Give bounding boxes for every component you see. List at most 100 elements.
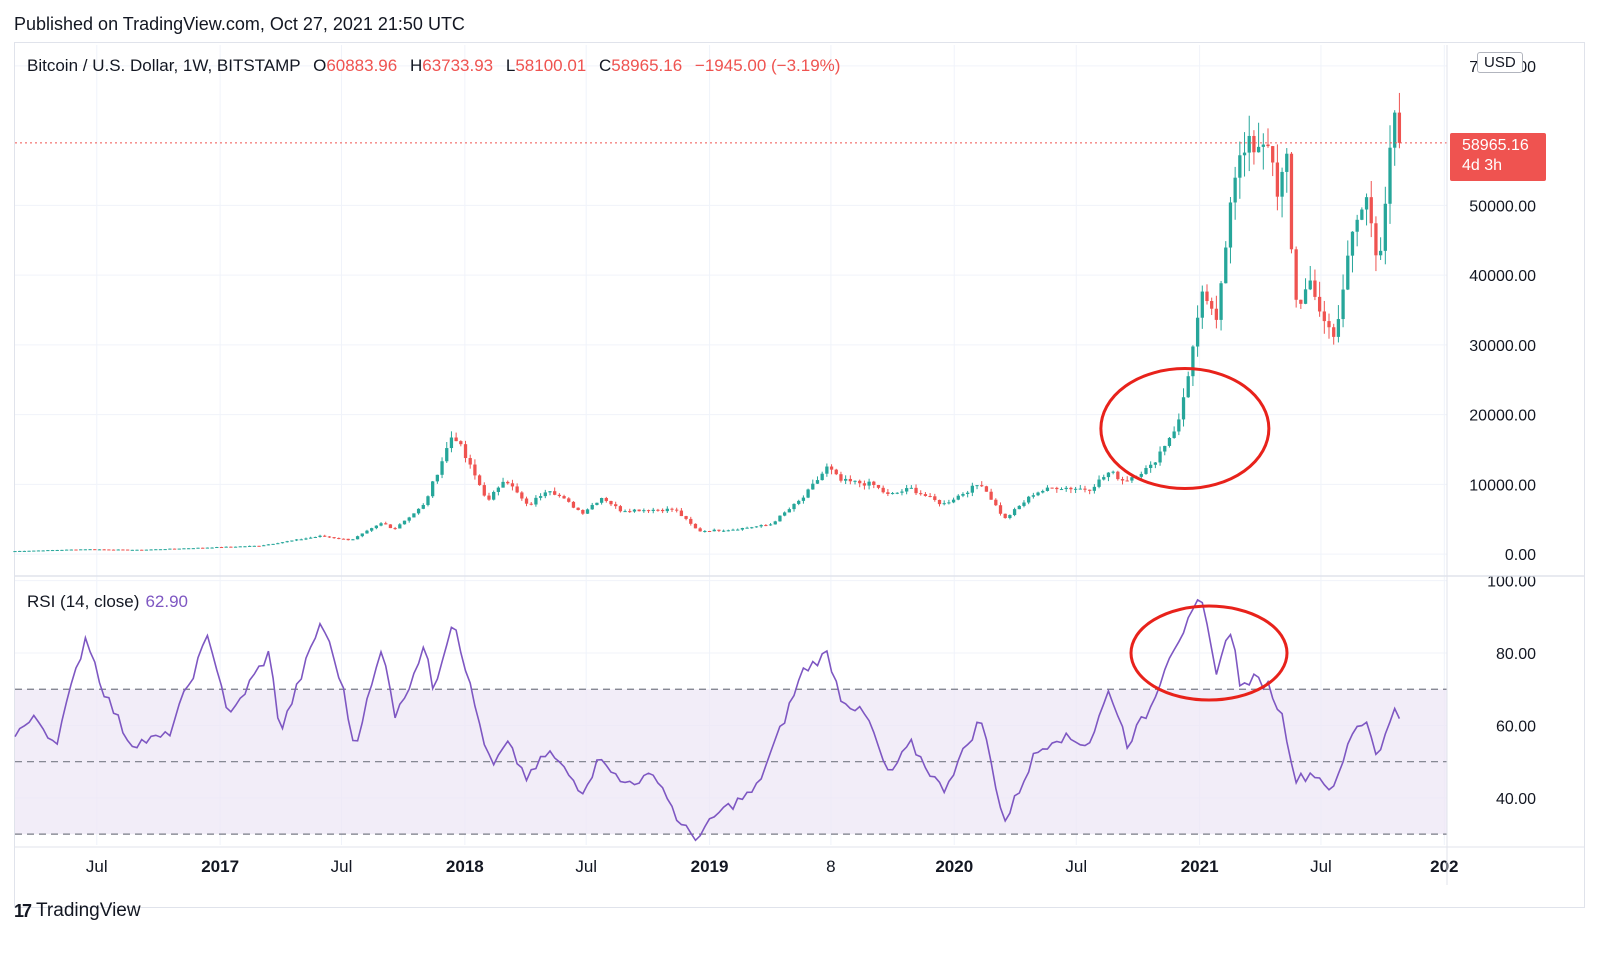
candle-body [36,550,41,552]
candle-body [834,469,838,475]
candle-body [327,536,332,538]
candle-body [1191,346,1195,377]
candle-body [951,499,956,503]
candle-body [1355,219,1359,232]
candle-body [646,510,651,512]
candle-body [13,551,17,553]
candle-body [1130,477,1134,481]
candle-body [919,493,923,495]
price-tick-label: 20000.00 [1469,408,1536,425]
candle-body [520,492,524,499]
candle-body [1003,513,1007,519]
candle-body [1285,153,1289,172]
candle-body [294,539,299,541]
candle-body [393,528,397,530]
candle-body [1280,171,1284,197]
candle-body [318,535,322,537]
candle-body [1252,135,1256,153]
candle-countdown: 4d 3h [1462,157,1503,174]
candle-body [843,478,848,481]
candle-body [961,493,965,496]
price-tick-label: 40000.00 [1469,268,1536,285]
candle-body [1313,280,1317,297]
candle-body [83,549,88,551]
candle-body [1256,146,1261,153]
rsi-series-line [14,598,1401,842]
candle-body [229,546,233,548]
candle-body [323,535,327,537]
candle-body [538,496,543,498]
candle-body [1073,488,1078,490]
candle-body [1271,146,1275,163]
candle-body [1378,250,1383,256]
candle-body [707,531,712,533]
candle-body [215,547,219,549]
candle-body [201,547,205,549]
candle-body [595,502,599,505]
candle-body [379,523,383,526]
candle-body [252,545,256,547]
candle-body [1149,464,1153,468]
candle-body [111,549,116,551]
candle-body [623,511,627,513]
candle-body [829,466,834,470]
candle-body [468,458,472,465]
candle-body [257,545,261,547]
candle-body [496,487,501,492]
candle-body [1172,431,1176,438]
candle-body [534,497,538,505]
candle-body [689,518,693,524]
candle-body [135,549,139,551]
candle-body [1022,502,1026,506]
x-tick-label: 8 [826,857,835,876]
candle-body [107,549,111,551]
candle-body [1242,152,1247,156]
currency-badge[interactable]: USD [1477,52,1523,73]
candle-body [651,509,655,511]
candle-body [1116,471,1120,480]
candle-body [309,537,313,539]
candle-body [276,543,280,545]
candle-body [1360,209,1364,220]
candle-body [1036,492,1040,496]
candle-body [736,529,740,531]
candle-body [440,461,444,475]
candle-body [18,550,22,552]
candle-body [271,543,275,545]
candle-body [1097,479,1101,487]
candle-body [1397,112,1402,143]
candle-body [154,549,158,551]
candle-body [384,523,388,525]
candle-body [923,494,928,497]
candle-body [1350,231,1355,256]
candle-body [22,550,27,552]
candle-body [989,491,993,500]
candle-body [121,549,125,551]
candle-body [1275,162,1280,197]
candle-body [398,524,402,529]
candle-body [487,495,491,500]
candle-body [290,540,294,542]
candle-body [1163,445,1167,452]
candle-body [102,549,106,551]
candle-body [900,491,904,493]
annotation-layer [1099,367,1289,702]
candle-body [482,485,486,496]
candle-body [1106,472,1111,478]
candle-body [792,503,796,510]
brand-footer[interactable]: 17 TradingView [14,900,141,922]
candle-body [454,437,458,442]
candle-body [529,503,533,505]
price-tick-label: 30000.00 [1469,338,1536,355]
candle-body [88,549,92,551]
candle-body [966,492,970,494]
candle-body [196,547,200,549]
candle-body [224,546,228,548]
candle-body [158,549,163,551]
candle-body [285,541,289,543]
candle-body [1247,135,1251,153]
candle-body [1224,247,1228,284]
candle-body [168,548,172,550]
candle-body [712,529,716,532]
